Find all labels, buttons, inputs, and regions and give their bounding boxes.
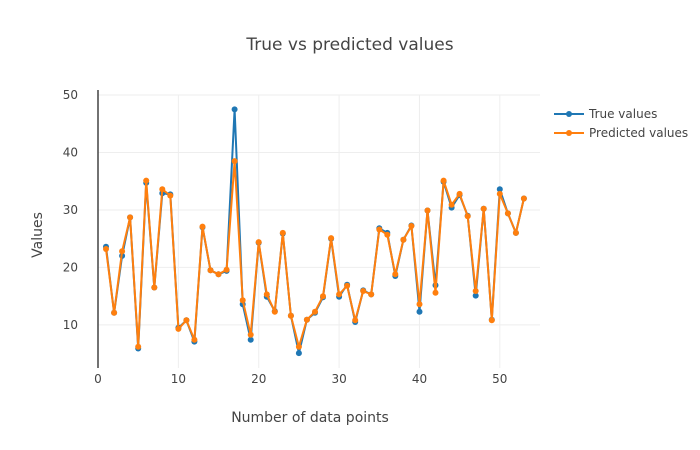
data-point[interactable] [215,271,222,278]
series-line [105,108,525,355]
data-point[interactable] [111,309,118,316]
data-point[interactable] [320,293,326,300]
data-point[interactable] [159,186,166,193]
data-point[interactable] [303,316,310,323]
data-point[interactable] [239,297,246,304]
x-tick-label: 10 [171,372,186,386]
data-point[interactable] [440,177,447,184]
data-point[interactable] [295,343,302,350]
data-point[interactable] [167,192,174,199]
data-point[interactable] [472,292,479,299]
data-point[interactable] [376,226,383,233]
data-point[interactable] [384,231,391,238]
data-point[interactable] [424,207,431,214]
data-point[interactable] [223,266,230,273]
y-tick-label: 10 [63,318,78,332]
data-point[interactable] [143,177,150,184]
data-point[interactable] [368,291,375,298]
legend-label: True values [588,107,657,121]
data-point[interactable] [312,308,318,315]
data-point[interactable] [271,308,278,315]
plot-area [103,106,527,357]
x-tick-label: 20 [251,372,266,386]
data-point[interactable] [127,214,134,221]
x-tick-label: 30 [331,372,346,386]
data-point[interactable] [520,195,527,202]
y-tick-label: 30 [63,203,78,217]
legend-marker [566,130,572,136]
data-point[interactable] [408,223,415,229]
data-point[interactable] [464,213,471,220]
y-tick-label: 50 [63,88,78,102]
data-point[interactable] [448,201,455,208]
data-point[interactable] [191,336,198,343]
data-point[interactable] [183,317,190,324]
legend-label: Predicted values [589,126,688,140]
data-point[interactable] [247,331,254,338]
data-point[interactable] [360,288,367,294]
data-point[interactable] [135,343,142,350]
data-point[interactable] [400,236,407,243]
data-point[interactable] [295,350,302,357]
data-point[interactable] [279,229,286,236]
x-tick-label: 0 [94,372,102,386]
y-tick-label: 20 [63,260,78,274]
data-point[interactable] [456,190,463,197]
data-point[interactable] [328,235,335,242]
data-point[interactable] [247,336,254,343]
data-point[interactable] [496,190,503,197]
data-point[interactable] [504,210,511,217]
series-0 [103,106,527,357]
y-axis-label: Values [30,212,46,258]
data-point[interactable] [207,267,214,274]
data-point[interactable] [472,288,479,294]
data-point[interactable] [263,291,270,298]
data-point[interactable] [119,248,126,255]
axes: 10 20 30 40 50 0 10 20 30 40 50 [63,88,508,386]
data-point[interactable] [103,246,109,252]
legend-item[interactable]: True values [554,107,657,121]
x-tick-label: 40 [412,372,427,386]
data-point[interactable] [231,106,238,113]
data-point[interactable] [344,282,351,289]
data-point[interactable] [352,317,359,324]
data-point[interactable] [512,229,519,236]
data-point[interactable] [416,308,423,315]
data-point[interactable] [175,325,182,332]
data-point[interactable] [199,223,206,230]
data-point[interactable] [432,289,439,296]
data-point[interactable] [255,239,262,246]
y-tick-label: 40 [63,145,78,159]
series-line [105,160,525,348]
data-point[interactable] [496,186,503,193]
data-point[interactable] [151,284,158,291]
data-point[interactable] [392,271,399,278]
data-point[interactable] [416,301,423,308]
chart-title: True vs predicted values [245,35,453,55]
grid [98,94,540,368]
legend[interactable]: True values Predicted values [554,107,688,140]
legend-item[interactable]: Predicted values [554,126,688,140]
data-point[interactable] [480,205,487,212]
data-point[interactable] [488,317,495,324]
data-point[interactable] [287,312,294,319]
data-point[interactable] [231,158,238,165]
series-1 [103,158,527,350]
legend-marker [566,111,572,117]
x-tick-label: 50 [492,372,507,386]
data-point[interactable] [336,291,343,298]
x-axis-label: Number of data points [231,410,389,426]
